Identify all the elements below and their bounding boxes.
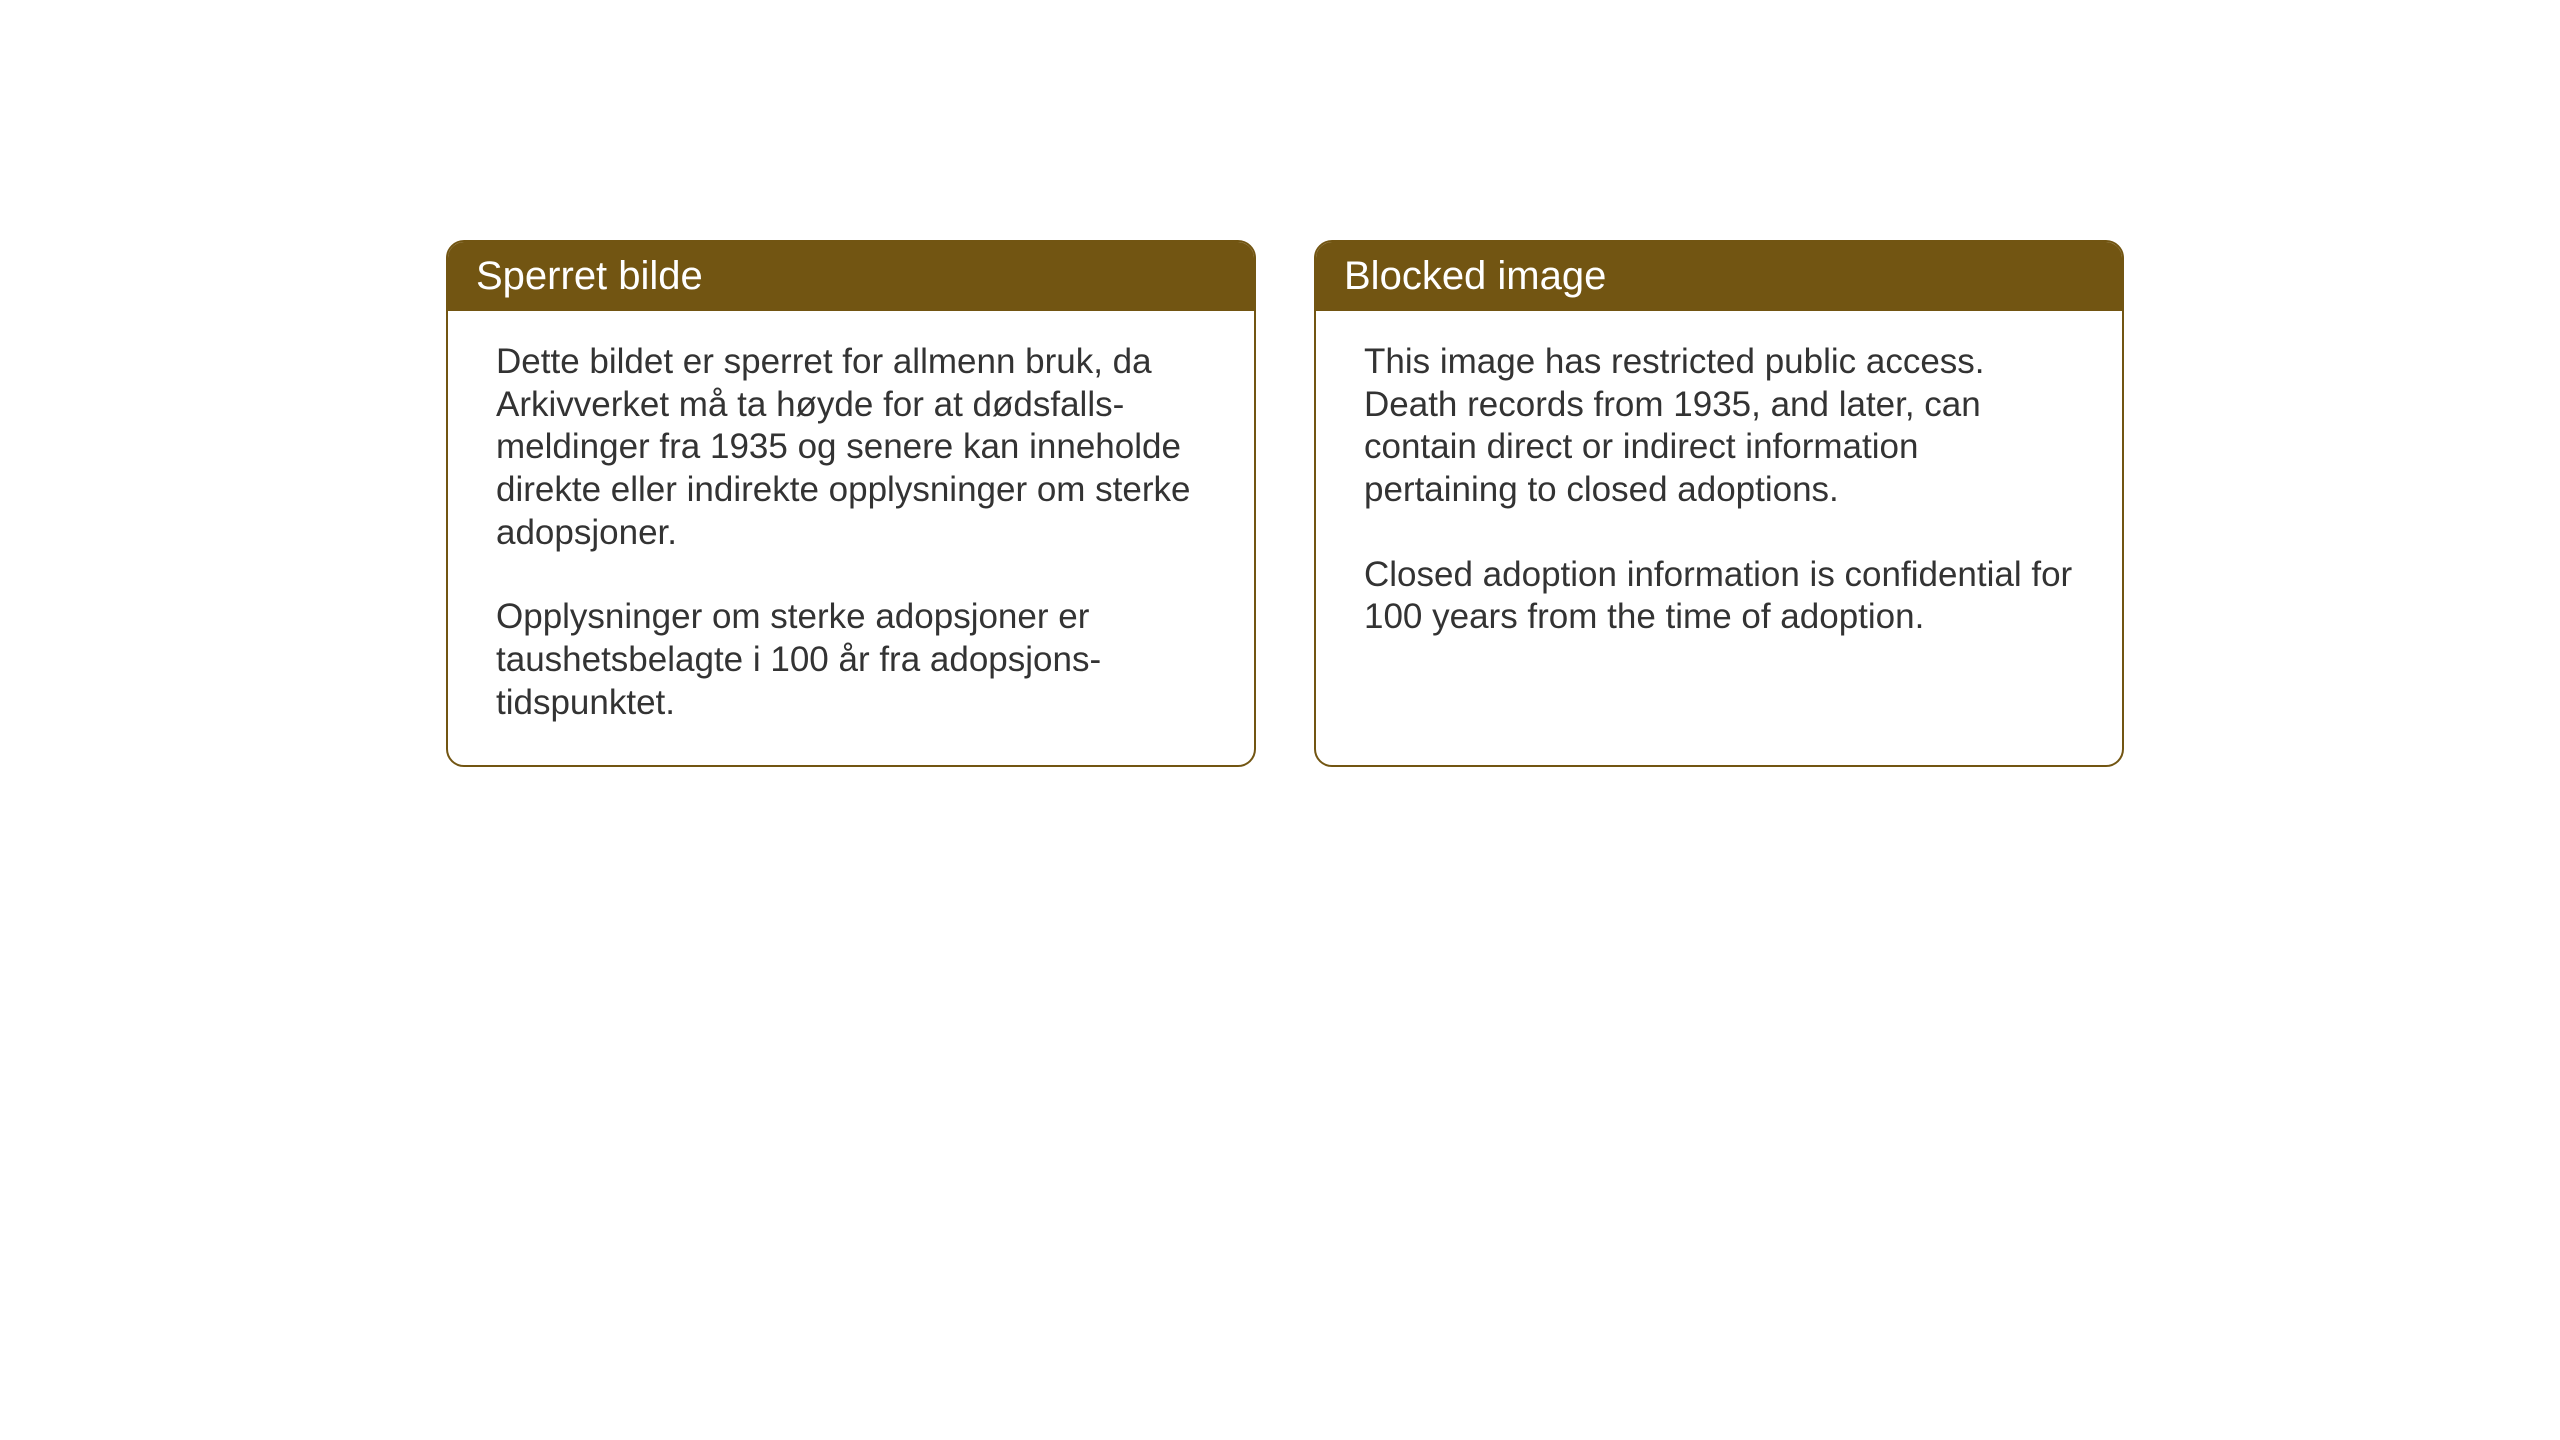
notice-card-norwegian: Sperret bilde Dette bildet er sperret fo…	[446, 240, 1256, 767]
notice-header-norwegian: Sperret bilde	[448, 242, 1254, 311]
notice-paragraph-2-norwegian: Opplysninger om sterke adopsjoner er tau…	[496, 596, 1206, 724]
notice-paragraph-1-norwegian: Dette bildet er sperret for allmenn bruk…	[496, 341, 1206, 554]
notice-body-norwegian: Dette bildet er sperret for allmenn bruk…	[448, 311, 1254, 765]
notice-header-english: Blocked image	[1316, 242, 2122, 311]
notice-card-english: Blocked image This image has restricted …	[1314, 240, 2124, 767]
notice-paragraph-1-english: This image has restricted public access.…	[1364, 341, 2074, 512]
notice-body-english: This image has restricted public access.…	[1316, 311, 2122, 679]
notice-paragraph-2-english: Closed adoption information is confident…	[1364, 554, 2074, 639]
notice-container: Sperret bilde Dette bildet er sperret fo…	[446, 240, 2124, 767]
